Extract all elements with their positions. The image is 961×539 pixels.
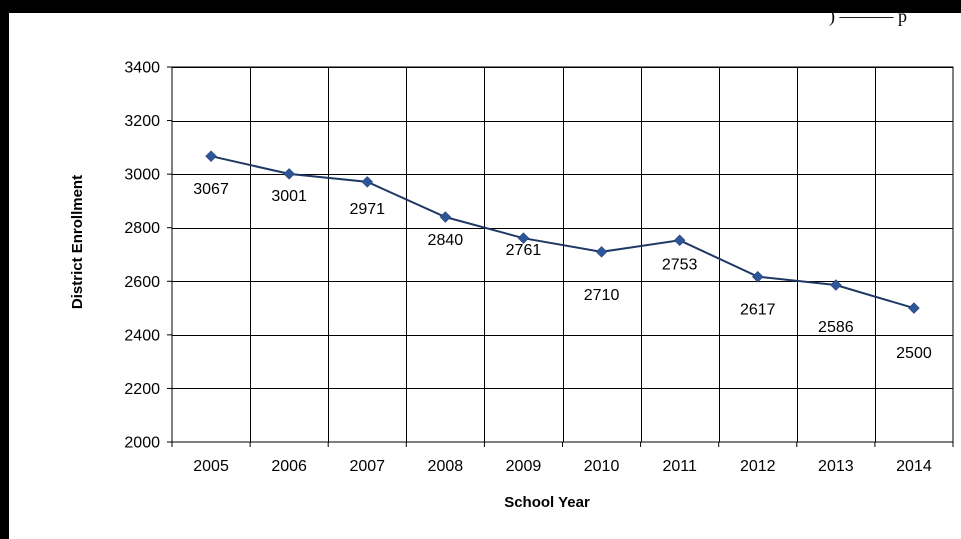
x-tick-label: 2014	[896, 458, 932, 475]
data-point-marker	[751, 270, 764, 283]
y-axis-title: District Enrollment	[69, 175, 86, 309]
data-label: 2840	[428, 232, 464, 249]
y-axis-ticks: 2000 2200 2400 2600 2800 3000 3200 3400	[124, 60, 172, 452]
data-labels: 3067 3001 2971 2840 2761 2710 2753 2617 2586 2500	[193, 181, 932, 362]
data-point-marker	[439, 211, 452, 223]
y-tick-label: 3000	[124, 167, 160, 184]
x-axis-title: School Year	[504, 494, 590, 511]
data-label: 2617	[740, 302, 776, 319]
data-point-marker	[283, 168, 296, 180]
data-label: 2586	[818, 319, 854, 336]
y-tick-label: 2200	[124, 381, 160, 398]
data-label: 3067	[193, 181, 229, 198]
y-tick-label: 2000	[124, 435, 160, 452]
data-point-marker	[829, 279, 842, 291]
data-label: 3001	[271, 188, 307, 205]
x-tick-label: 2008	[428, 458, 464, 475]
y-tick-label: 3400	[124, 60, 160, 77]
x-tick-label: 2011	[662, 458, 697, 475]
data-label: 2710	[584, 287, 620, 304]
x-tick-label: 2013	[818, 458, 854, 475]
data-point-marker	[908, 302, 920, 314]
data-point-marker	[361, 176, 374, 188]
data-point-marker	[673, 234, 686, 247]
top-corner-fragment-text: ) ——— p	[829, 6, 907, 26]
y-tick-label: 2600	[124, 274, 160, 291]
data-label: 2971	[349, 201, 385, 218]
y-tick-label: 2400	[124, 327, 160, 344]
data-point-marker	[595, 245, 608, 258]
x-tick-label: 2010	[584, 458, 620, 475]
x-tick-label: 2009	[506, 458, 542, 475]
data-point-marker	[205, 150, 217, 163]
x-tick-label: 2007	[349, 458, 385, 475]
series-line	[210, 155, 915, 310]
gridlines	[172, 67, 953, 442]
series-markers	[205, 150, 920, 314]
x-tick-label: 2005	[193, 458, 229, 475]
data-label: 2500	[896, 345, 932, 362]
plot-area-border	[171, 66, 954, 443]
data-label: 2753	[662, 256, 698, 273]
x-tick-label: 2006	[271, 458, 307, 475]
x-tick-label: 2012	[740, 458, 776, 475]
x-axis-ticks: 2005 2006 2007 2008 2009 2010 2011 2012 2013 2014	[171, 442, 954, 475]
data-point-marker	[517, 232, 530, 245]
y-tick-label: 3200	[124, 113, 160, 130]
data-label: 2761	[506, 242, 542, 259]
y-tick-label: 2800	[124, 220, 160, 237]
